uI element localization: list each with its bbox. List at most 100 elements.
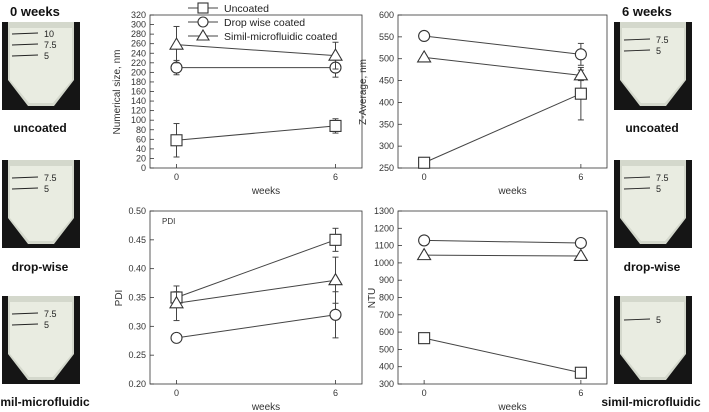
series-line — [424, 239, 581, 244]
y-tick-label: 250 — [379, 163, 394, 173]
series-line — [424, 254, 581, 257]
x-tick-label: 0 — [422, 388, 427, 398]
series-line — [423, 93, 582, 164]
y-tick-label: 220 — [131, 58, 146, 68]
x-axis-label: weeks — [251, 186, 280, 197]
x-tick-label: 0 — [174, 172, 179, 182]
y-tick-label: 350 — [379, 119, 394, 129]
data-point — [574, 236, 587, 250]
data-point — [170, 134, 183, 147]
series-line — [424, 56, 581, 76]
series-triangle — [169, 25, 343, 70]
y-tick-label: 600 — [379, 327, 394, 337]
x-axis-label: weeks — [497, 186, 526, 197]
y-tick-label: 450 — [379, 76, 394, 86]
vial-graduation-label: 5 — [656, 184, 661, 194]
series-square — [170, 118, 342, 158]
vial-liquid — [10, 28, 72, 103]
chart-panel-2: 250 300 350 400 450 500 550 600 0 6 weeks Z-Average… — [358, 10, 608, 197]
vial-graduation-line — [623, 187, 651, 190]
y-tick-label: 300 — [379, 379, 394, 389]
x-tick-label: 0 — [174, 388, 179, 398]
data-point — [416, 247, 432, 261]
x-tick-label: 6 — [333, 388, 338, 398]
x-tick-label: 0 — [422, 172, 427, 182]
y-tick-label: 300 — [379, 141, 394, 151]
y-axis-label: Z-Average, nm — [358, 59, 369, 125]
data-point — [416, 49, 432, 63]
series-circle — [170, 57, 342, 78]
vial-liquid — [622, 302, 684, 377]
y-axis-label: Numerical size, nm — [112, 49, 123, 134]
y-tick-label: 0.45 — [128, 235, 146, 245]
y-tick-label: 500 — [379, 344, 394, 354]
y-tick-label: 120 — [131, 106, 146, 116]
data-point — [169, 295, 184, 309]
plot-frame — [397, 210, 608, 385]
y-tick-label: 0.40 — [128, 264, 146, 274]
photo-label-0w-drop-wise: drop-wise — [11, 260, 69, 274]
series-line — [176, 239, 336, 298]
vial-graduation-label: 7.5 — [44, 309, 57, 319]
vial-graduation-line — [11, 32, 39, 35]
vial-graduation-label: 5 — [656, 46, 661, 56]
data-point — [574, 366, 587, 379]
data-point — [329, 308, 342, 321]
vial-graduation-label: 5 — [656, 315, 661, 325]
y-tick-label: 260 — [131, 39, 146, 49]
series-square — [418, 332, 587, 379]
photo-label-6w-drop-wise: drop-wise — [623, 260, 681, 274]
data-point — [573, 67, 589, 81]
y-tick-label: 500 — [379, 54, 394, 64]
legend-marker — [197, 16, 209, 28]
series-line — [424, 337, 581, 374]
y-tick-label: 100 — [131, 115, 146, 125]
legend-label: Simil-microfluidic coated — [224, 31, 337, 43]
data-point — [170, 61, 183, 74]
y-tick-label: 280 — [131, 29, 146, 39]
series-triangle — [416, 49, 589, 82]
vial-graduation-label: 5 — [44, 320, 49, 330]
plot-frame — [397, 14, 608, 169]
vial-graduation-label: 7.5 — [44, 173, 57, 183]
left-panel-title: 0 weeks — [10, 4, 60, 19]
y-tick-label: 20 — [136, 153, 146, 163]
series-line — [176, 279, 336, 304]
photo-label-0w-simil-microfluidic: simil-microfluidic — [0, 395, 90, 409]
y-tick-label: 60 — [136, 134, 146, 144]
vial-graduation-label: 5 — [44, 184, 49, 194]
x-axis-label: weeks — [251, 402, 280, 412]
y-tick-label: 1300 — [374, 206, 394, 216]
y-tick-label: 0.20 — [128, 379, 146, 389]
x-tick-label: 6 — [333, 172, 338, 182]
y-tick-label: 0.50 — [128, 206, 146, 216]
data-point — [418, 29, 431, 43]
y-tick-label: 1200 — [374, 223, 394, 233]
data-point — [170, 331, 183, 344]
data-point — [574, 48, 587, 61]
vial-graduation-line — [11, 43, 39, 46]
y-tick-label: 900 — [379, 275, 394, 285]
x-tick-label: 6 — [578, 172, 583, 182]
vial-liquid — [622, 166, 684, 241]
vial-liquid — [10, 166, 72, 241]
photo-0w-drop-wise: 7.5 5 — [2, 160, 80, 248]
series-triangle — [416, 247, 589, 262]
vial-graduation-line — [11, 312, 39, 315]
vial-graduation-label: 5 — [44, 51, 49, 61]
x-tick-label: 6 — [578, 388, 583, 398]
y-tick-label: 800 — [379, 293, 394, 303]
vial-graduation-line — [623, 49, 651, 52]
series-line — [424, 35, 581, 55]
vial-graduation-label: 7.5 — [656, 173, 669, 183]
legend-label: Drop wise coated — [224, 17, 305, 29]
plot-inner-title: PDI — [162, 217, 175, 226]
photo-label-0w-uncoated: uncoated — [13, 121, 67, 135]
data-point — [328, 48, 343, 61]
series-line — [176, 314, 336, 339]
legend: Uncoated Drop wise coated Simil-microfluid… — [188, 2, 337, 43]
y-tick-label: 140 — [131, 96, 146, 106]
data-point — [328, 272, 343, 286]
y-tick-label: 160 — [131, 87, 146, 97]
